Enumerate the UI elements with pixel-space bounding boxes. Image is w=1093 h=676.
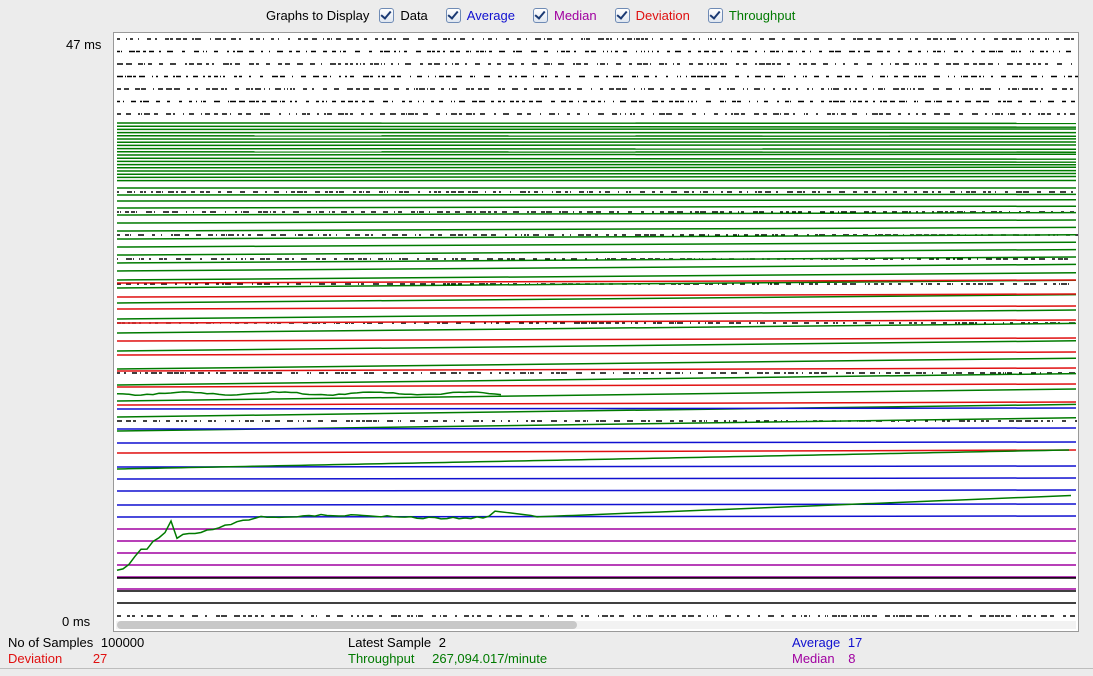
deviation-trace — [116, 279, 1077, 284]
average-toggle[interactable]: Average — [445, 7, 515, 23]
throughput-trace — [116, 205, 1077, 209]
latest-sample-label: Latest Sample — [348, 635, 432, 650]
throughput-trace — [116, 172, 1077, 175]
throughput-trace — [116, 234, 1077, 240]
samples-label: No of Samples — [8, 635, 94, 650]
throughput-label: Throughput — [348, 651, 415, 666]
average-trace — [116, 427, 1077, 430]
deviation-trace — [116, 337, 1077, 342]
throughput-checkbox-icon[interactable] — [707, 7, 723, 23]
throughput-trace — [116, 153, 1077, 156]
median-toggle[interactable]: Median — [532, 7, 597, 23]
throughput-trace — [116, 211, 1077, 216]
average-trace — [116, 489, 1077, 492]
throughput-trace — [116, 175, 1077, 179]
throughput-trace — [116, 272, 1077, 281]
throughput-toggle[interactable]: Throughput — [707, 7, 796, 23]
throughput-trace — [116, 256, 1077, 264]
throughput-toggle-label: Throughput — [728, 7, 796, 23]
deviation-value: 27 — [92, 651, 108, 666]
throughput-trace — [116, 248, 1077, 256]
data-toggle[interactable]: Data — [379, 7, 428, 23]
deviation-trace — [116, 351, 1077, 356]
data-toggle-label: Data — [400, 7, 428, 23]
throughput-trace — [116, 226, 1077, 232]
median-toggle-label: Median — [553, 7, 597, 23]
throughput-trace — [116, 340, 1077, 352]
throughput-trace — [116, 279, 1077, 289]
deviation-trace — [116, 449, 1077, 454]
average-checkbox-icon[interactable] — [445, 7, 461, 23]
deviation-trace — [116, 401, 1077, 406]
throughput-trace — [116, 193, 1077, 196]
median-value: 8 — [848, 651, 856, 666]
average-trace — [116, 465, 1077, 468]
deviation-label: Deviation — [8, 651, 63, 666]
samples-stat: No of Samples 100000 — [8, 635, 144, 650]
graph-canvas — [116, 38, 1078, 617]
deviation-trace — [116, 305, 1077, 310]
median-stat: Median 8 — [792, 651, 856, 666]
throughput-curve — [116, 494, 1072, 571]
throughput-trace — [116, 309, 1077, 320]
median-checkbox-icon[interactable] — [532, 7, 548, 23]
throughput-trace — [116, 241, 1077, 248]
throughput-trace — [116, 293, 1077, 304]
throughput-trace — [116, 160, 1077, 163]
throughput-trace — [116, 388, 1077, 402]
deviation-toggle-label: Deviation — [635, 7, 690, 23]
throughput-curve — [116, 391, 502, 397]
throughput-stat: Throughput 267,094.017/minute — [348, 651, 547, 666]
average-toggle-label: Average — [466, 7, 515, 23]
deviation-stat: Deviation 27 — [8, 651, 107, 666]
throughput-trace — [116, 372, 1077, 386]
y-axis-min-label: 0 ms — [62, 614, 91, 629]
throughput-trace — [116, 219, 1077, 224]
average-trace — [116, 503, 1077, 506]
average-value: 17 — [847, 635, 863, 650]
average-trace — [116, 477, 1077, 480]
results-graph — [113, 32, 1079, 632]
throughput-trace — [116, 157, 1077, 160]
samples-value: 100000 — [100, 635, 145, 650]
throughput-trace — [116, 147, 1077, 151]
average-stat: Average 17 — [792, 635, 862, 650]
deviation-trace — [116, 367, 1077, 372]
deviation-trace — [116, 383, 1077, 388]
bottom-divider — [0, 668, 1093, 669]
throughput-trace — [116, 166, 1077, 169]
throughput-trace — [116, 357, 1077, 370]
deviation-trace — [116, 293, 1077, 298]
average-trace — [116, 441, 1077, 444]
median-label: Median — [792, 651, 835, 666]
deviation-trace — [116, 319, 1077, 324]
throughput-curve — [116, 449, 1070, 470]
throughput-trace — [116, 125, 1077, 128]
latest-sample-value: 2 — [438, 635, 446, 650]
throughput-trace — [116, 199, 1077, 202]
data-checkbox-icon[interactable] — [379, 7, 395, 23]
throughput-trace — [116, 322, 1077, 334]
deviation-checkbox-icon[interactable] — [614, 7, 630, 23]
latest-sample-stat: Latest Sample 2 — [348, 635, 446, 650]
throughput-trace — [116, 263, 1077, 272]
average-label: Average — [792, 635, 841, 650]
throughput-trace — [116, 403, 1077, 418]
y-axis-max-label: 47 ms — [66, 37, 102, 52]
throughput-value: 267,094.017/minute — [432, 651, 548, 666]
legend-title: Graphs to Display — [266, 7, 370, 23]
graphs-to-display-legend: Graphs to Display Data Average Median De… — [266, 4, 813, 26]
average-trace — [116, 407, 1077, 410]
deviation-toggle[interactable]: Deviation — [614, 7, 690, 23]
horizontal-scrollbar[interactable] — [116, 621, 1076, 629]
scrollbar-thumb[interactable] — [117, 621, 577, 629]
